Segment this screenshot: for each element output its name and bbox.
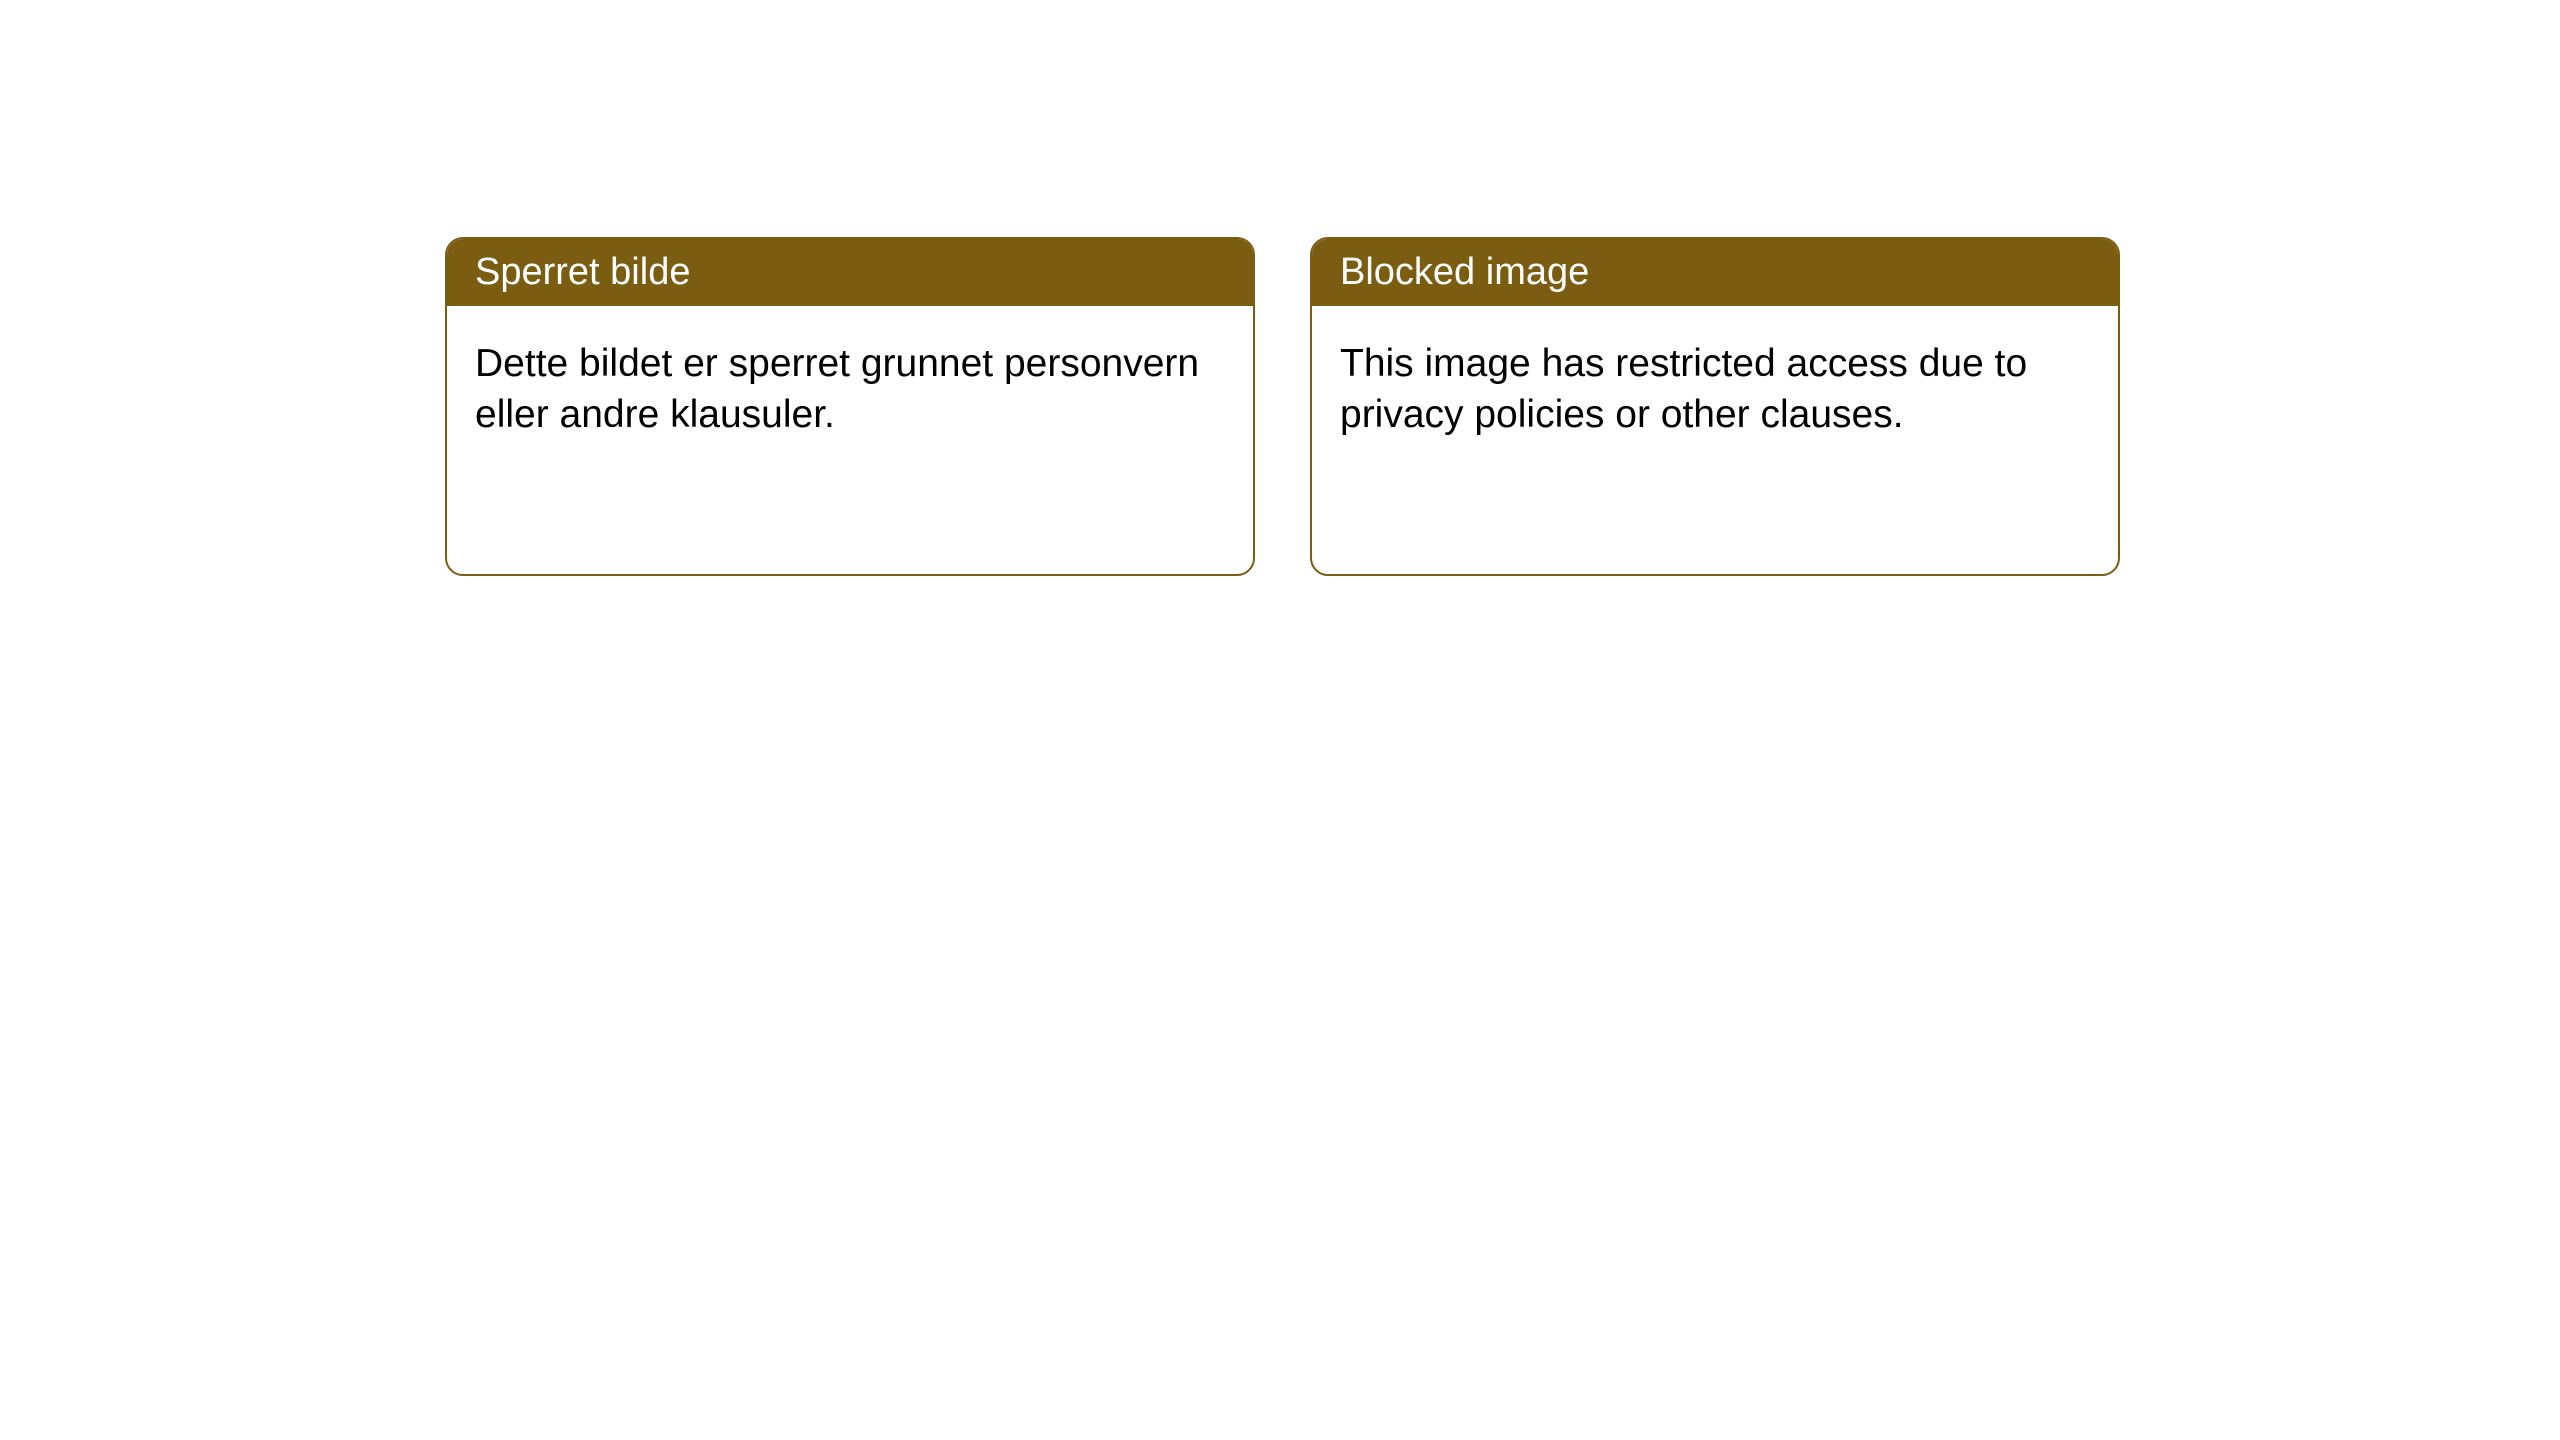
- notice-cards-container: Sperret bilde Dette bildet er sperret gr…: [445, 237, 2120, 576]
- card-body-en: This image has restricted access due to …: [1312, 306, 2118, 473]
- blocked-image-card-no: Sperret bilde Dette bildet er sperret gr…: [445, 237, 1255, 576]
- card-header-no: Sperret bilde: [447, 239, 1253, 306]
- card-body-no: Dette bildet er sperret grunnet personve…: [447, 306, 1253, 473]
- card-header-en: Blocked image: [1312, 239, 2118, 306]
- blocked-image-card-en: Blocked image This image has restricted …: [1310, 237, 2120, 576]
